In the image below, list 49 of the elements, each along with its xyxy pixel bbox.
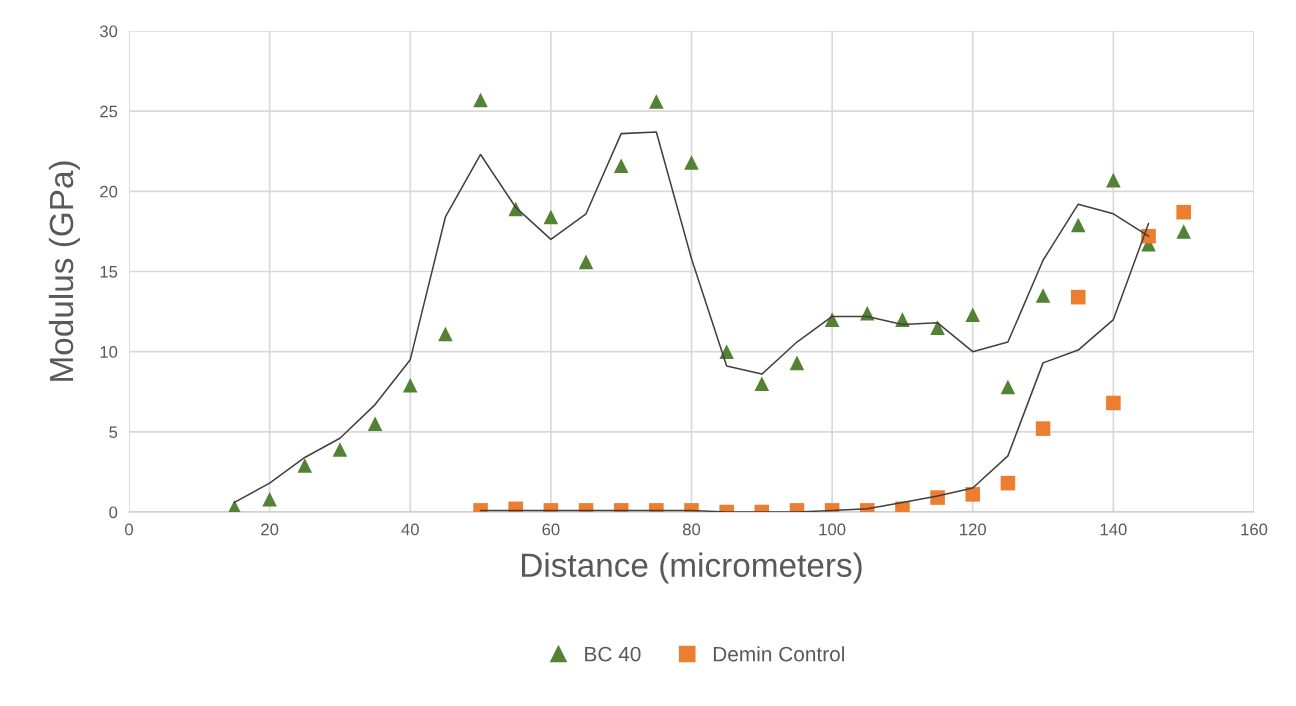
y-tick-label: 5 [109, 426, 118, 439]
y-tick-label: 10 [100, 346, 118, 358]
point [1106, 395, 1121, 411]
x-tick-label: 120 [960, 523, 986, 536]
point [965, 307, 981, 323]
x-tick-label: 20 [261, 523, 279, 536]
point [1070, 289, 1086, 305]
point [684, 155, 699, 170]
point [1000, 379, 1016, 395]
y-tick-label: 0 [109, 506, 118, 519]
x-axis-title: Distance (micrometers) [521, 552, 862, 584]
x-tick-label: 40 [401, 523, 419, 536]
point [789, 355, 805, 371]
x-tick-label: 0 [125, 523, 133, 536]
point [1070, 217, 1086, 233]
x-tick-label: 160 [1241, 523, 1268, 536]
point [965, 487, 981, 502]
point [297, 458, 313, 473]
point [473, 92, 488, 108]
point [613, 158, 629, 173]
y-tick-label: 15 [100, 266, 118, 278]
point [1106, 172, 1121, 188]
point [649, 94, 664, 109]
point [332, 442, 348, 457]
y-axis-title: Modulus (GPa) [48, 161, 80, 381]
point [262, 491, 277, 507]
x-tick-label: 80 [682, 523, 701, 536]
point [1000, 475, 1016, 491]
point [1035, 288, 1051, 303]
legend-label: BC 40 [585, 646, 641, 662]
point [754, 376, 770, 392]
point [543, 209, 559, 225]
point [930, 320, 945, 335]
point [578, 254, 594, 270]
x-tick-label: 140 [1100, 523, 1127, 536]
y-tick-label: 20 [100, 185, 118, 198]
point [402, 378, 418, 393]
point [367, 416, 383, 432]
y-tick-label: 30 [99, 25, 118, 38]
x-tick-label: 60 [542, 523, 560, 536]
point [1176, 224, 1191, 239]
legend-label: Demin Control [713, 646, 844, 662]
point [1176, 204, 1191, 220]
y-tick-label: 25 [100, 105, 118, 118]
point [824, 312, 840, 327]
x-tick-label: 100 [819, 523, 846, 536]
point [438, 326, 453, 342]
point [1035, 421, 1051, 436]
point [719, 344, 734, 359]
